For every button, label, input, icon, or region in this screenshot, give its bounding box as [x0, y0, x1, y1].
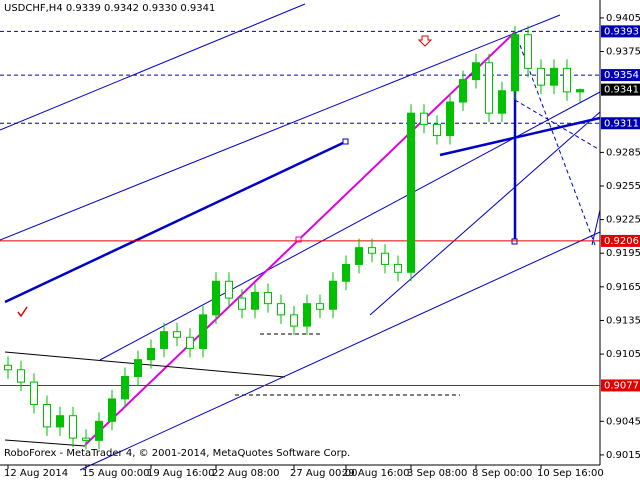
candle-body — [134, 359, 142, 377]
candle-body — [563, 67, 571, 93]
y-tick-label: 0.9045 — [606, 416, 640, 427]
candle-body — [82, 437, 90, 441]
candle-body — [121, 375, 129, 400]
level-tag — [601, 379, 640, 392]
level-tag — [601, 83, 640, 96]
candle-body — [511, 34, 519, 92]
candle-body — [381, 252, 389, 265]
y-tick-label: 0.9375 — [606, 47, 640, 58]
x-tick-label: 19 Aug 16:00 — [147, 468, 214, 479]
trendline — [591, 209, 601, 246]
level-tag — [601, 69, 640, 82]
candle-body — [472, 62, 480, 81]
level-tag — [601, 25, 640, 38]
candle-body — [407, 112, 415, 273]
candle-body — [576, 89, 584, 93]
level-label: 0.9206 — [604, 236, 639, 247]
footer: RoboForex - MetaTrader 4, © 2001-2014, M… — [4, 448, 350, 459]
level-label: 0.9077 — [604, 380, 639, 391]
candle-body — [95, 420, 103, 441]
trendline — [79, 231, 601, 471]
x-tick-label: 10 Sep 16:00 — [537, 468, 604, 479]
level-label: 0.9311 — [604, 118, 639, 129]
candle-body — [225, 280, 233, 299]
trendline — [4, 351, 286, 378]
y-tick-label: 0.9165 — [606, 282, 640, 293]
anchor — [511, 238, 518, 245]
candle-body — [446, 101, 454, 137]
anchor — [342, 138, 349, 145]
candle-body — [394, 263, 402, 273]
candle-body — [537, 67, 545, 86]
candle-body — [43, 403, 51, 428]
y-tick-label: 0.9225 — [606, 215, 640, 226]
candle-body — [329, 280, 337, 310]
candle-body — [290, 314, 298, 327]
level-label: 0.9341 — [604, 85, 639, 96]
candle-body — [108, 398, 116, 422]
x-tick-label: 27 Aug 00:00 — [290, 468, 357, 479]
level-tag — [601, 234, 640, 247]
candle-body — [4, 364, 12, 371]
candle-body — [316, 303, 324, 310]
x-tick-label: 29 Aug 16:00 — [342, 468, 409, 479]
candle-body — [56, 415, 64, 428]
arrow-icon — [417, 35, 433, 47]
candle-body — [368, 247, 376, 254]
x-tick-label: 15 Aug 00:00 — [82, 468, 149, 479]
trendline — [439, 116, 601, 157]
trendline — [0, 3, 306, 131]
candle-body — [17, 369, 25, 383]
check-icon — [17, 306, 28, 318]
candle-body — [212, 280, 220, 316]
candle-body — [355, 247, 363, 265]
candle-body — [303, 303, 311, 327]
candle-body — [485, 62, 493, 114]
x-tick-label: 8 Sep 00:00 — [472, 468, 532, 479]
candle-body — [251, 291, 259, 310]
y-tick-label: 0.9015 — [606, 450, 640, 461]
x-tick-label: 3 Sep 08:00 — [407, 468, 467, 479]
chart-title: USDCHF,H4 0.9339 0.9342 0.9330 0.9341 — [4, 3, 215, 14]
trendline — [369, 111, 601, 316]
trendline — [514, 99, 601, 151]
candle-body — [186, 336, 194, 349]
trendline — [0, 14, 561, 241]
candle-body — [420, 112, 428, 125]
y-tick-label: 0.9135 — [606, 315, 640, 326]
candle-body — [173, 331, 181, 338]
y-tick-label: 0.9255 — [606, 181, 640, 192]
candle-body — [147, 347, 155, 361]
y-tick-label: 0.9285 — [606, 147, 640, 158]
candle-body — [550, 67, 558, 86]
y-tick-label: 0.9405 — [606, 13, 640, 24]
candle-body — [199, 314, 207, 349]
anchor — [295, 236, 302, 243]
candle-body — [238, 297, 246, 310]
candle-body — [69, 415, 77, 439]
y-tick-label: 0.9195 — [606, 248, 640, 259]
candle-body — [498, 90, 506, 114]
level-label: 0.9393 — [604, 26, 639, 37]
level-tag — [601, 117, 640, 130]
candle-body — [160, 331, 168, 349]
candle-body — [264, 291, 272, 305]
level-label: 0.9354 — [604, 70, 639, 81]
candle-body — [524, 34, 532, 69]
candle-body — [459, 79, 467, 103]
candle-body — [433, 123, 441, 137]
x-tick-label: 12 Aug 2014 — [4, 468, 68, 479]
candle-body — [30, 381, 38, 405]
trendline — [4, 439, 86, 447]
x-tick-label: 22 Aug 08:00 — [212, 468, 279, 479]
trendline — [4, 140, 346, 304]
candle-body — [277, 303, 285, 316]
y-tick-label: 0.9105 — [606, 349, 640, 360]
candle-body — [342, 263, 350, 282]
